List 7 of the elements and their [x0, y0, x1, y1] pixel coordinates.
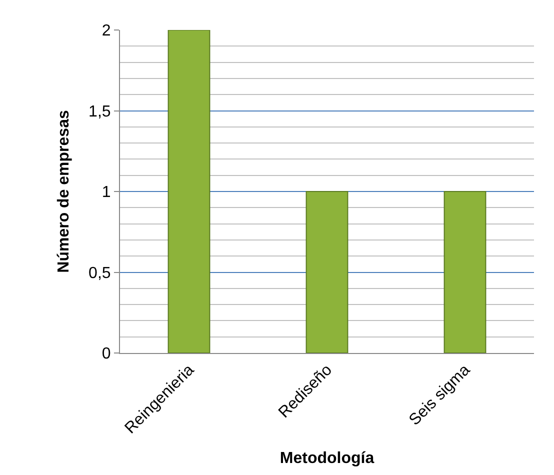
y-tick-label: 0: [102, 346, 111, 363]
x-axis-title: Metodología: [280, 450, 374, 467]
y-tick-label: 1,5: [88, 103, 111, 120]
y-tick-label: 0,5: [88, 264, 111, 282]
y-axis-title: Número de empresas: [55, 110, 72, 273]
y-tick-label: 1: [102, 184, 111, 202]
y-tick-label: 2: [102, 22, 111, 40]
